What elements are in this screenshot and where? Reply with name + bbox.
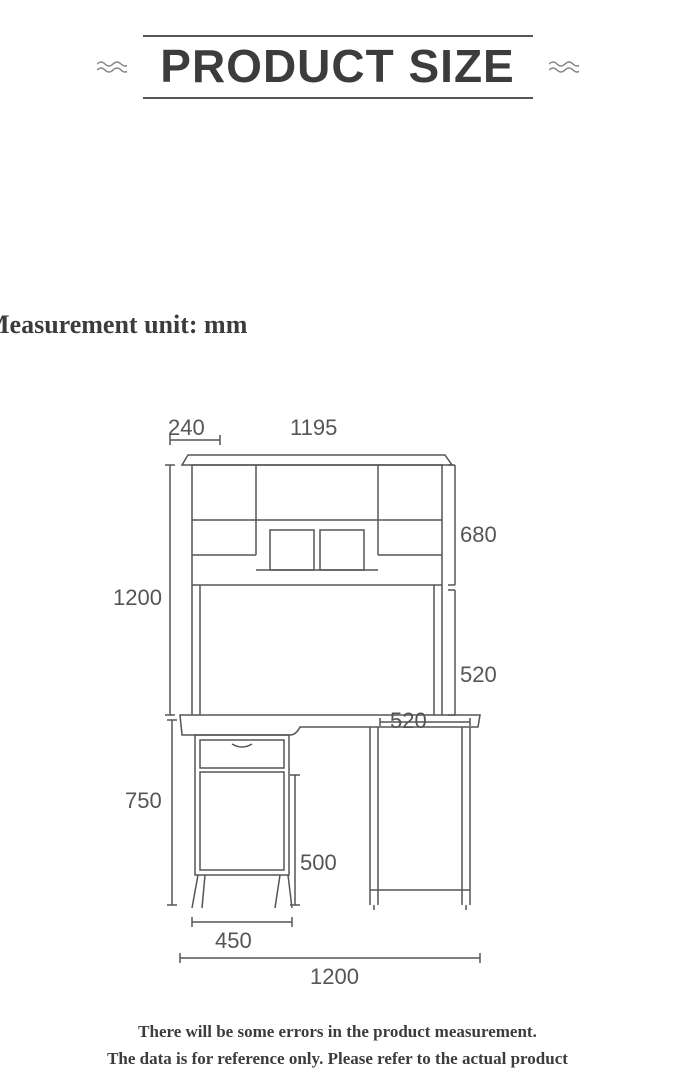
dim-cabinet-width: 450: [215, 928, 252, 954]
footer-line1: There will be some errors in the product…: [0, 1018, 675, 1045]
dim-top-width: 1195: [290, 415, 337, 441]
unit-label: Measurement unit: mm: [0, 310, 247, 340]
footer-line2: The data is for reference only. Please r…: [0, 1045, 675, 1072]
dim-desk-height: 750: [125, 788, 162, 814]
diagram: 240 1195 680 1200 520 520 750 500 450 12…: [0, 400, 675, 990]
wave-icon-left: [97, 57, 127, 77]
page-title: PRODUCT SIZE: [152, 37, 522, 97]
dim-top-depth: 240: [168, 415, 205, 441]
wave-icon-right: [549, 57, 579, 77]
header: PRODUCT SIZE: [0, 0, 675, 99]
dim-upper-total: 1200: [113, 585, 162, 611]
furniture-drawing: [0, 400, 675, 990]
dim-total-width: 1200: [310, 964, 359, 990]
title-wrap: PRODUCT SIZE: [143, 35, 533, 99]
dim-desk-depth: 520: [390, 708, 427, 734]
dim-shelf-height: 680: [460, 522, 497, 548]
title-rule-bottom: [143, 97, 533, 99]
dim-cabinet-height: 500: [300, 850, 337, 876]
dim-gap-height: 520: [460, 662, 497, 688]
footer: There will be some errors in the product…: [0, 1018, 675, 1072]
